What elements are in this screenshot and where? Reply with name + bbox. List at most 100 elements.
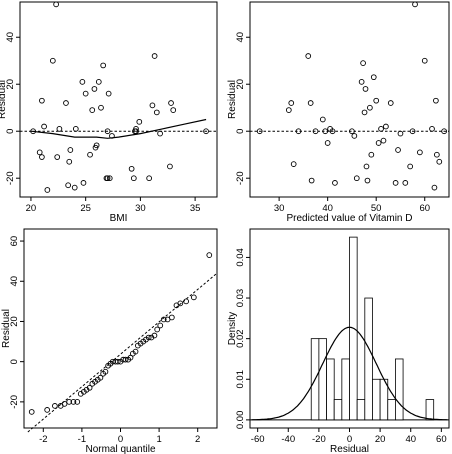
data-point [93,142,100,149]
data-point [256,128,263,135]
x-axis-label: Predicted value of Vitamin D [287,213,413,224]
data-point [151,332,158,339]
data-point [146,175,152,182]
data-point [136,118,143,125]
data-point [44,187,51,193]
histogram-bar [372,378,381,421]
data-point [190,294,197,301]
data-point [307,100,314,106]
x-axis-label: BMI [110,213,128,224]
data-point [54,154,61,160]
data-point [109,133,115,139]
data-point [157,322,164,329]
data-point [39,97,45,104]
data-point [36,149,43,156]
y-tick-label: 0 [9,359,20,364]
data-point [44,407,51,413]
data-point [133,128,139,135]
y-tick-label: 0.03 [235,289,246,308]
data-point [56,126,63,132]
data-point [157,130,163,137]
data-point [353,175,360,182]
x-tick-label: -40 [281,434,295,445]
x-tick-label: -2 [39,434,47,445]
y-tick-label: 0.02 [235,329,246,348]
data-point [82,90,89,97]
data-point [151,53,158,59]
y-axis-label: Density [227,312,238,345]
data-point [122,356,129,363]
x-tick-label: 30 [135,203,146,214]
data-point [370,74,377,81]
plot-frame [23,228,218,429]
y-tick-label: 60 [9,236,20,247]
histogram-bar [318,338,327,421]
x-axis-label: Residual [330,444,369,454]
data-point [91,86,98,92]
plot-frame [249,1,450,198]
data-point [361,109,368,116]
data-point [114,358,121,365]
data-point [349,128,355,135]
x-tick-label: 1 [156,434,161,445]
histogram-bar [364,297,373,421]
data-point [66,399,73,405]
x-tick-label: 60 [419,203,430,214]
data-point [39,154,45,160]
data-point [105,90,112,97]
data-point [322,128,329,135]
data-point [104,175,111,182]
y-tick-label: -20 [9,395,20,409]
histogram-bar [333,399,343,421]
y-tick-label: 0.01 [235,370,246,389]
data-point [288,100,295,106]
data-point [149,102,156,109]
data-point [133,126,139,132]
data-point [70,399,77,405]
data-point [65,182,72,189]
data-point [351,133,358,139]
qq-reference-line [27,272,218,433]
panel-3: -2 -1 0 1 2 -20 0 20 40 60 Normal quantile Residual [1,228,218,454]
data-point [402,180,409,186]
data-point [434,151,440,158]
data-point [145,334,152,341]
data-point [360,60,366,66]
data-point [290,161,297,167]
data-point [368,151,375,158]
data-point [66,158,73,165]
panel-4: -60 -40 -20 0 20 40 60 0.00 0.01 0.02 0.03 0.04 Resi… [227,228,450,454]
data-point [397,130,404,137]
histogram-bar [425,399,435,421]
histogram-bar [341,358,350,421]
data-point [100,62,107,69]
x-tick-label: 0 [347,434,352,445]
data-point [160,316,167,323]
data-point [89,107,96,113]
y-tick-label: 20 [9,316,20,327]
data-point [183,298,189,305]
data-point [52,403,58,409]
data-point [433,97,439,104]
histogram-bar [356,399,366,421]
y-axis-label: Residual [0,80,8,119]
data-point [86,384,93,391]
y-tick-label: 0 [5,129,16,134]
y-tick-label: 0.04 [235,248,246,267]
data-point [41,123,47,130]
data-point [436,158,443,165]
data-point [154,326,161,333]
y-tick-label: -20 [5,171,16,185]
data-point [61,401,68,407]
data-point [106,175,113,182]
data-point [167,163,173,170]
x-tick-label: 50 [371,203,382,214]
data-point [170,107,177,113]
data-point [49,57,56,64]
x-tick-label: -20 [312,434,326,445]
x-tick-label: 20 [375,434,386,445]
data-point [409,128,416,135]
data-point [285,107,292,113]
